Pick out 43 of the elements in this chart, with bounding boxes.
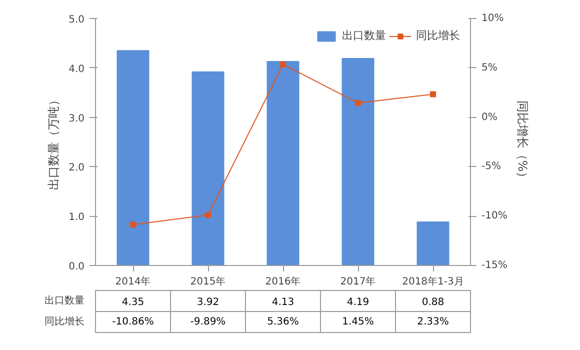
x-tick-label: 2016年 — [265, 276, 301, 288]
data-label: 4.19 — [346, 297, 370, 308]
x-tick-label: 2017年 — [340, 276, 376, 288]
y-axis-title: 出口数量（万吨） — [46, 94, 61, 190]
y-tick-label: 0.0 — [68, 262, 85, 272]
y2-tick-label: 5% — [482, 62, 498, 74]
y-tick-label: 4.0 — [68, 64, 85, 75]
bar — [416, 222, 450, 266]
y2-axis-title: 同比增长（%） — [515, 100, 530, 184]
data-label: 2.33% — [417, 316, 449, 328]
bar — [192, 71, 224, 266]
data-label: -10.86% — [112, 316, 154, 328]
x-tick-label: 2014年 — [115, 276, 151, 288]
y2-tick-label: 0% — [482, 112, 498, 123]
x-tick-label: 2015年 — [190, 276, 226, 288]
y-tick-label: 2.0 — [68, 162, 85, 174]
x-tick-label: 2018年1-3月 — [402, 276, 464, 288]
point — [130, 222, 136, 228]
legend-label: 同比增长 — [416, 28, 460, 43]
legend-label: 出口数量 — [342, 28, 386, 43]
data-label: 5.36% — [267, 316, 299, 328]
point — [430, 91, 436, 98]
y-tick-label: 3.0 — [68, 113, 85, 124]
data-label: 3.92 — [196, 297, 220, 308]
y2-tick-label: -5% — [482, 161, 501, 172]
bar — [266, 60, 300, 266]
point — [205, 212, 211, 218]
text: 出口数量 — [44, 296, 84, 306]
bar — [116, 50, 150, 266]
bar — [342, 58, 374, 266]
data-label: 1.45% — [342, 316, 374, 328]
y2-tick-label: -15% — [482, 260, 508, 271]
y-tick-label: 1.0 — [68, 212, 85, 224]
y2-tick-label: 10% — [482, 13, 504, 24]
data-label: 4.13 — [272, 297, 294, 308]
data-label: -9.89% — [190, 316, 226, 328]
data-label: 4.35 — [122, 297, 144, 308]
data-label: 0.88 — [422, 297, 444, 308]
text: 同比增长 — [44, 316, 84, 328]
point — [280, 61, 286, 68]
point — [355, 100, 361, 106]
y2-tick-label: -10% — [482, 210, 508, 222]
y-tick-label: 5.0 — [68, 14, 85, 26]
